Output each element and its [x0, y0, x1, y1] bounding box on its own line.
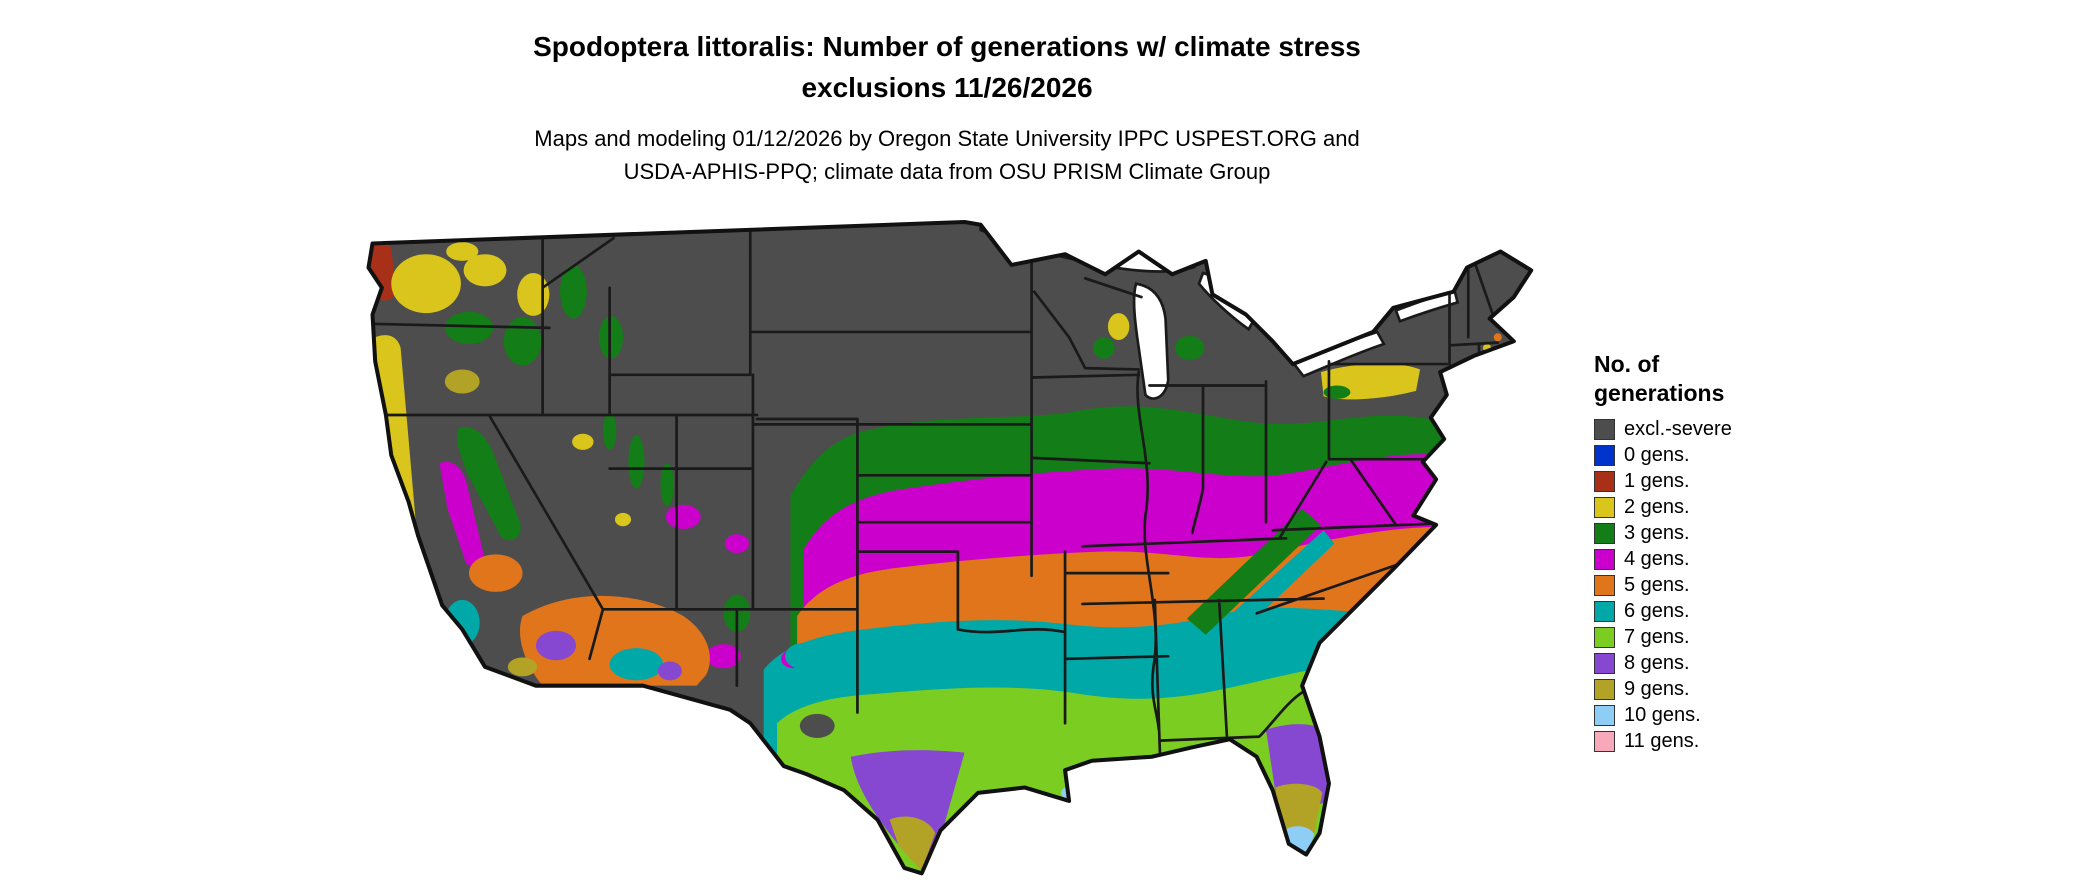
legend-item: 2 gens.: [1594, 494, 1732, 520]
legend-item: 7 gens.: [1594, 624, 1732, 650]
state-borders: [371, 222, 1500, 763]
zone-patch: [799, 713, 835, 738]
us-map-svg: [366, 220, 1534, 876]
legend-label: 2 gens.: [1624, 495, 1690, 518]
legend-swatch: [1594, 678, 1615, 700]
zone-patch: [1174, 335, 1205, 361]
legend-label: 6 gens.: [1624, 599, 1690, 622]
us-generations-map: [335, 214, 1554, 884]
zones-11gens-patches: [1269, 864, 1305, 874]
zone-patch: [1323, 385, 1351, 399]
legend-label: 1 gens.: [1624, 469, 1690, 492]
zone-patch: [609, 648, 664, 681]
zone-patch: [446, 242, 479, 261]
legend-label: 8 gens.: [1624, 651, 1690, 674]
legend-label: 10 gens.: [1624, 703, 1701, 726]
legend-heading: No. of generations: [1594, 350, 1732, 408]
legend-label: 7 gens.: [1624, 625, 1690, 648]
legend-label: 3 gens.: [1624, 521, 1690, 544]
legend-swatch: [1594, 600, 1615, 622]
legend-item: 9 gens.: [1594, 676, 1732, 702]
zone-patch: [507, 657, 538, 677]
zone-patch: [463, 254, 507, 287]
zone-patch: [444, 369, 480, 394]
legend-swatch: [1594, 522, 1615, 544]
legend-label: 5 gens.: [1624, 573, 1690, 596]
legend-label: excl.-severe: [1624, 417, 1732, 440]
subtitle-line2: USDA-APHIS-PPQ; climate data from OSU PR…: [623, 159, 1271, 184]
zone-patch: [444, 311, 494, 344]
zones-9gens-patches: [444, 369, 1323, 871]
zone-patch: [724, 534, 749, 554]
legend-swatch: [1594, 626, 1615, 648]
zones-6gens-patches: [444, 530, 1335, 681]
legend-item: 0 gens.: [1594, 442, 1732, 468]
legend-swatch: [1594, 548, 1615, 570]
legend-swatch: [1594, 652, 1615, 674]
zone-patch-texas-tip: [889, 816, 936, 871]
legend-heading-line2: generations: [1594, 380, 1725, 406]
legend-swatch: [1594, 418, 1615, 440]
zone-patch: [535, 630, 577, 661]
zone-patch-keys: [1269, 869, 1277, 874]
legend-item: 8 gens.: [1594, 650, 1732, 676]
legend-heading-line1: No. of: [1594, 351, 1660, 377]
zone-patch: [706, 644, 741, 669]
zone-patch: [614, 512, 632, 527]
lake-michigan: [1132, 282, 1170, 400]
legend-swatch: [1594, 704, 1615, 726]
zone-patch: [391, 254, 461, 314]
legend-item: 4 gens.: [1594, 546, 1732, 572]
legend-label: 4 gens.: [1624, 547, 1690, 570]
zone-patch: [1493, 333, 1502, 342]
legend-swatch: [1594, 574, 1615, 596]
zone-patch: [602, 412, 617, 450]
zone-patch: [560, 264, 587, 319]
zone-patch: [503, 317, 542, 366]
zones-excl-patches: [799, 713, 835, 738]
legend-item: excl.-severe: [1594, 416, 1732, 442]
legend-item: 10 gens.: [1594, 702, 1732, 728]
zone-patch: [665, 504, 701, 529]
legend-swatch: [1594, 470, 1615, 492]
legend-swatch: [1594, 496, 1615, 518]
zone-patch: [457, 427, 521, 541]
zone-patch: [444, 599, 480, 646]
legend-item: 3 gens.: [1594, 520, 1732, 546]
zone-patch: [572, 433, 594, 450]
zone-patch: [1093, 337, 1115, 359]
zone-patch: [1107, 313, 1130, 340]
legend-items: excl.-severe 0 gens. 1 gens. 2 gens. 3 g…: [1594, 416, 1732, 754]
zone-patch: [785, 642, 823, 670]
legend-item: 5 gens.: [1594, 572, 1732, 598]
zone-patch: [439, 461, 485, 568]
zone-patch-appalachia: [1205, 530, 1335, 651]
page-title-line1: Spodoptera littoralis: Number of generat…: [533, 31, 1361, 62]
legend-item: 11 gens.: [1594, 728, 1732, 754]
map-zones-group: [368, 222, 1532, 874]
figure-subtitle: Maps and modeling 01/12/2026 by Oregon S…: [0, 122, 1894, 188]
zone-patch: [628, 435, 645, 489]
us-outline: [366, 220, 1534, 876]
legend-label: 0 gens.: [1624, 443, 1690, 466]
legend-item: 6 gens.: [1594, 598, 1732, 624]
zone-patch: [598, 315, 624, 359]
legend-swatch: [1594, 444, 1615, 466]
zone-patch: [468, 554, 523, 592]
legend-item: 1 gens.: [1594, 468, 1732, 494]
map-legend: No. of generations excl.-severe 0 gens. …: [1594, 350, 1732, 754]
zone-patch: [660, 463, 674, 507]
zone-patch: [517, 272, 550, 316]
figure-header: Spodoptera littoralis: Number of generat…: [0, 26, 1894, 188]
zone-patch-keys: [1284, 869, 1291, 874]
legend-label: 11 gens.: [1624, 729, 1700, 752]
page-title-line2: exclusions 11/26/2026: [801, 72, 1093, 103]
zone-patch-keys: [1297, 864, 1305, 872]
subtitle-line1: Maps and modeling 01/12/2026 by Oregon S…: [534, 126, 1360, 151]
zone-patch: [657, 661, 682, 681]
legend-label: 9 gens.: [1624, 677, 1690, 700]
zone-patch-south-florida: [1275, 783, 1323, 836]
legend-swatch: [1594, 730, 1615, 752]
